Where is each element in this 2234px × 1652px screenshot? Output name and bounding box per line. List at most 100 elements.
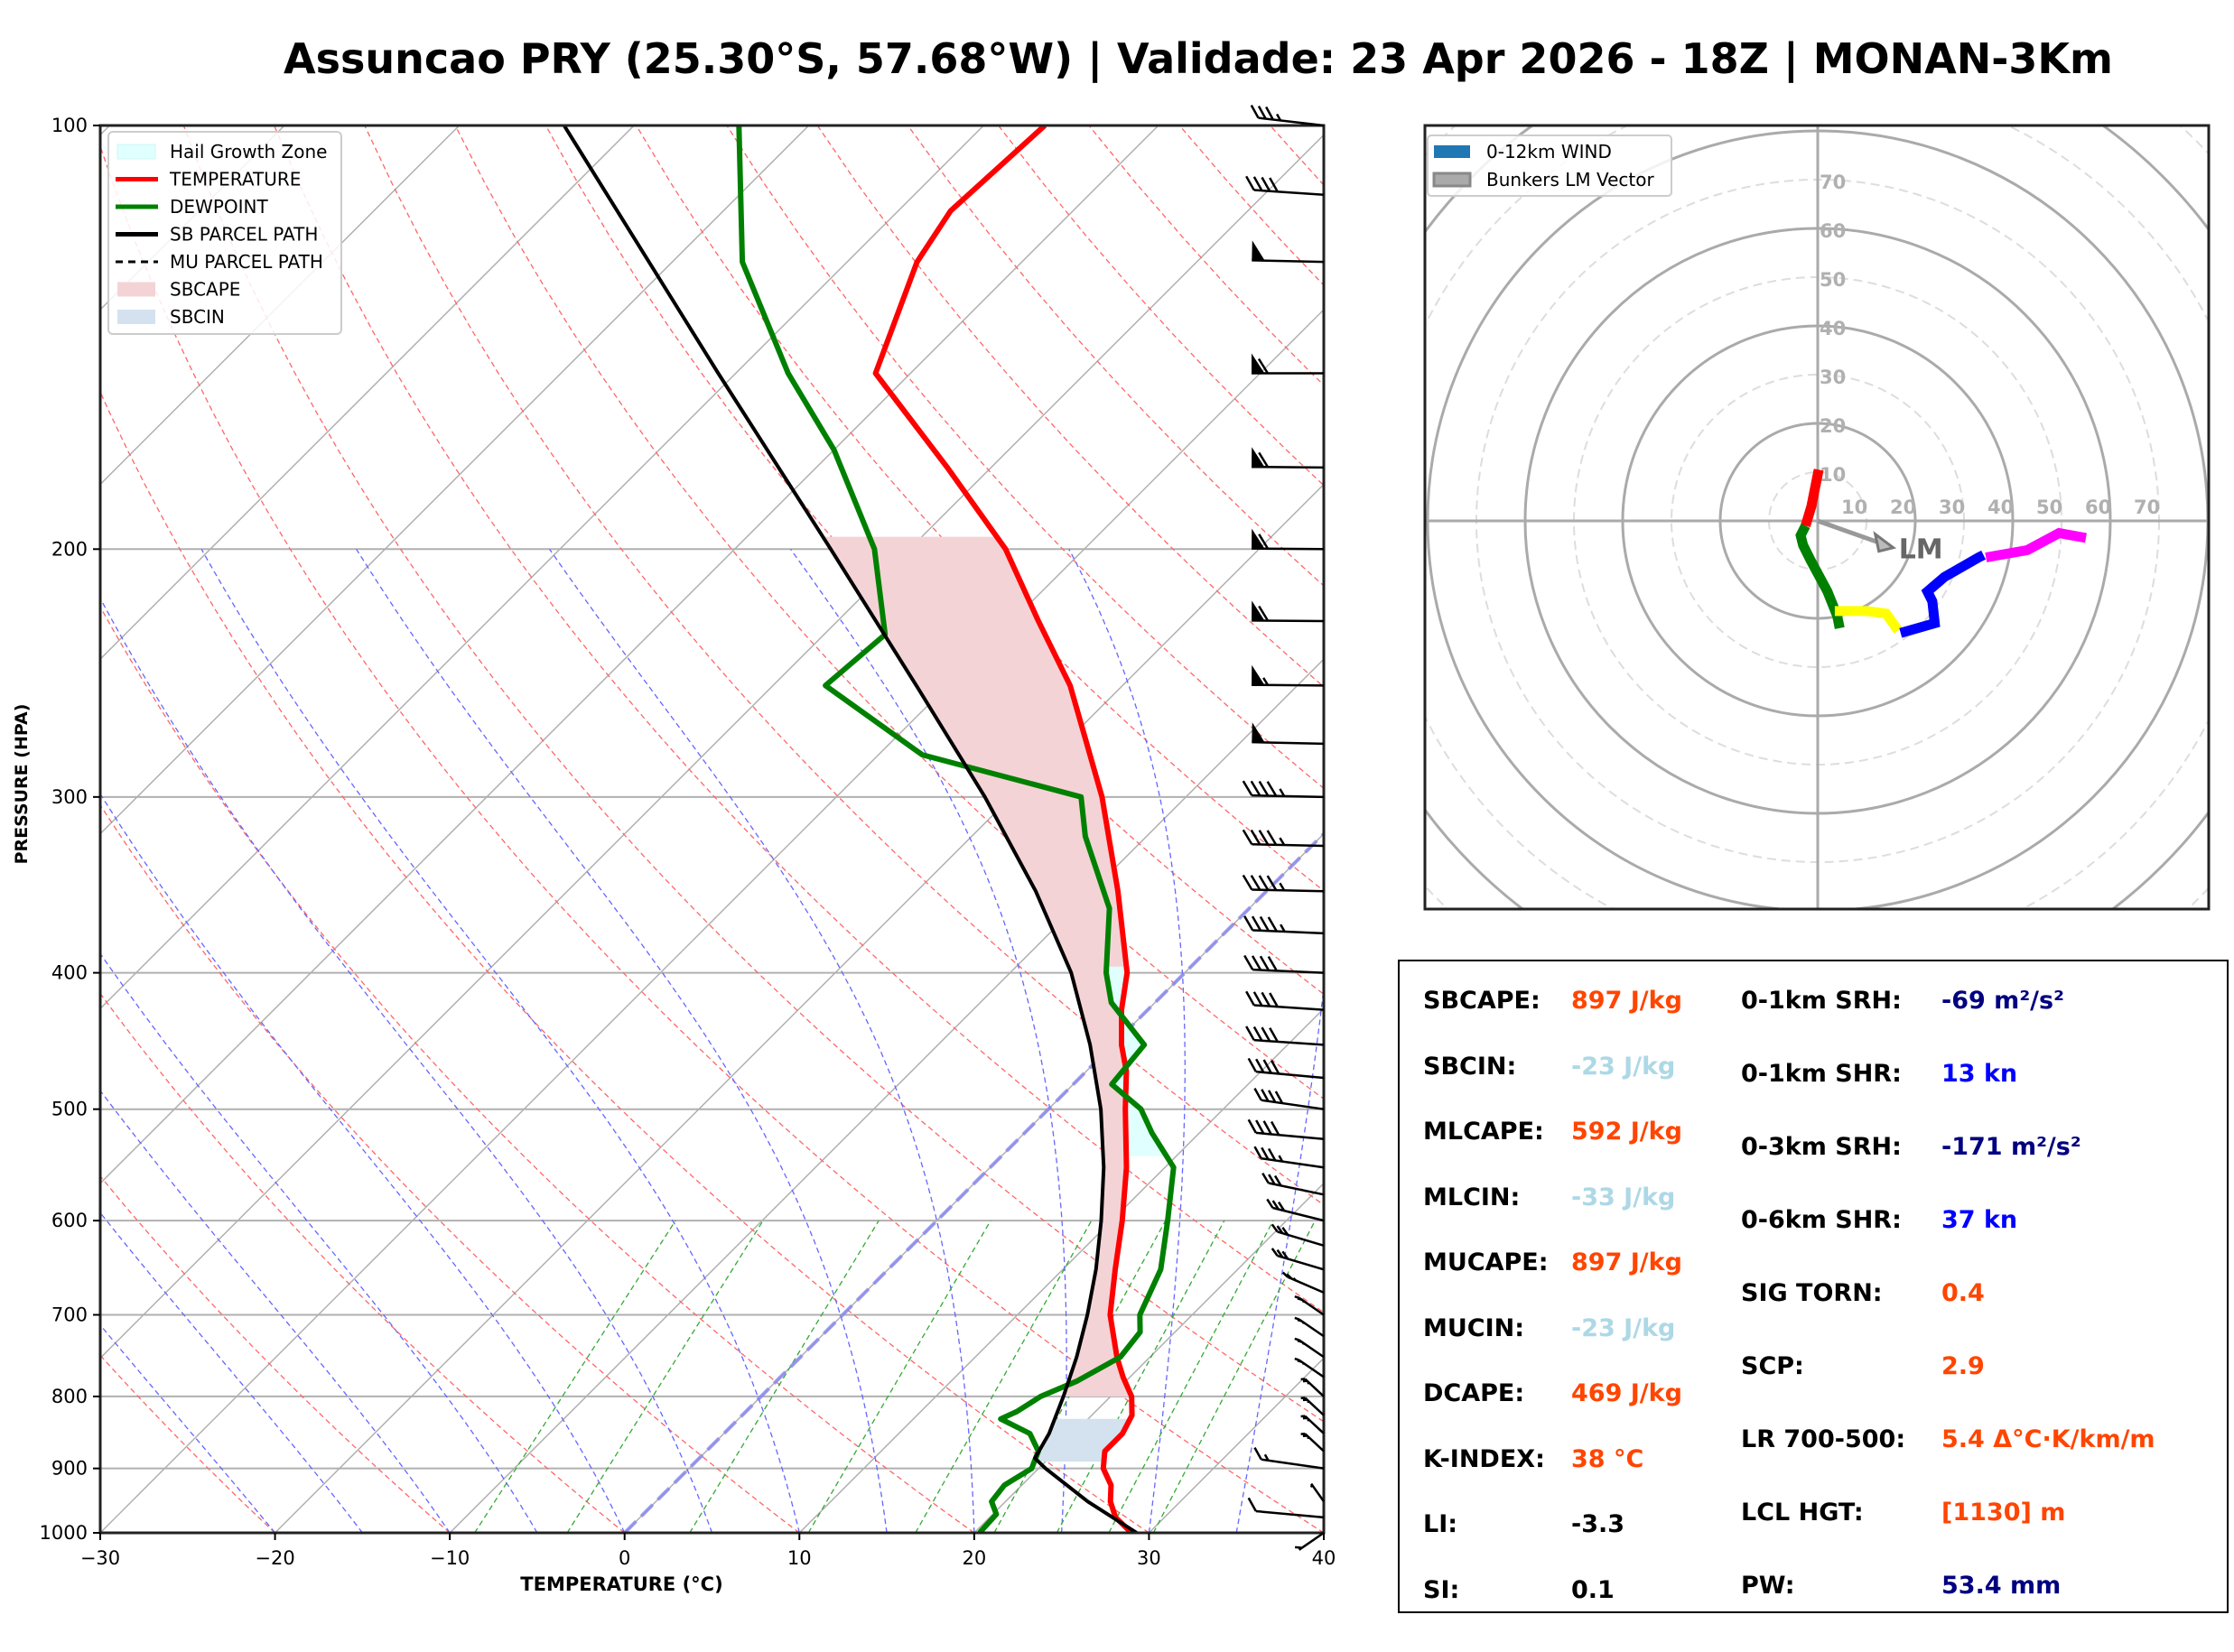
stat-label: MUCAPE:: [1423, 1248, 1549, 1276]
hodograph-ring: [1523, 227, 2112, 815]
isotherm: [275, 483, 1324, 1533]
wind-barb: [1252, 240, 1325, 264]
stat-label: 0-1km SRH:: [1741, 987, 1902, 1015]
barb-full: [1243, 915, 1254, 932]
ring-label-u: 40: [1987, 497, 2014, 518]
legend-label: TEMPERATURE: [169, 169, 301, 190]
wind-barb: [1300, 1378, 1325, 1397]
y-tick-label: 100: [51, 115, 88, 136]
stat-value: 38 °C: [1571, 1444, 1644, 1473]
x-tick-label: −10: [430, 1547, 470, 1569]
barb-full: [1255, 1119, 1265, 1135]
barb-full: [1245, 1026, 1255, 1041]
barb-full: [1261, 1146, 1270, 1160]
hodograph-frame: [1423, 124, 2211, 911]
barb-staff: [1252, 619, 1325, 623]
moist-adiabat: [100, 793, 626, 1533]
wind-barb: [1252, 528, 1325, 551]
mixing-ratio-line: [993, 1220, 1167, 1533]
barb-full: [1262, 1120, 1272, 1136]
skew-t-legend: Hail Growth Zone TEMPERATURE DEWPOINT SB PA…: [107, 131, 342, 335]
barb-full: [1266, 875, 1278, 891]
wind-barb: [1271, 1223, 1325, 1247]
barb-full: [1247, 1057, 1257, 1072]
x-tick-label: 0: [619, 1547, 630, 1569]
legend-swatch: [1434, 145, 1470, 158]
y-tick-label: 900: [51, 1458, 88, 1480]
stat-label: 0-1km SHR:: [1741, 1060, 1902, 1088]
wind-barb: [1242, 874, 1325, 893]
legend-label: Hail Growth Zone: [170, 141, 327, 162]
barb-staff: [1252, 547, 1325, 551]
wind-barb: [1243, 915, 1325, 935]
stat-value: 0.4: [1941, 1279, 1985, 1307]
y-tick-label: 200: [51, 538, 88, 560]
dry-adiabat: [1178, 125, 1324, 286]
legend-swatch: [117, 282, 155, 297]
wind-barb: [1245, 175, 1325, 196]
stat-value: -69 m²/s²: [1941, 987, 2064, 1015]
barb-full: [1258, 605, 1270, 622]
stat-value: -23 J/kg: [1571, 1052, 1676, 1081]
ring-label-u: 50: [2036, 497, 2062, 518]
barb-full: [1277, 1201, 1286, 1211]
barb-full: [1269, 992, 1279, 1007]
barb-full: [1281, 1227, 1289, 1236]
mixing-ratio-line: [1152, 1220, 1316, 1533]
barb-staff: [1255, 1070, 1325, 1080]
legend-label: SBCIN: [170, 306, 225, 328]
barb-full: [1268, 1174, 1276, 1185]
isotherm: [100, 125, 461, 486]
barb-full: [1245, 990, 1255, 1007]
mixing-ratio-line: [1108, 1220, 1274, 1533]
mixing-ratio-line: [474, 1220, 676, 1533]
stat-label: MLCAPE:: [1423, 1118, 1544, 1146]
moist-adiabat: [100, 597, 713, 1533]
wind-barb: [1242, 780, 1325, 799]
wind-barb: [1247, 1118, 1325, 1140]
legend-label: SBCAPE: [170, 279, 240, 301]
hodograph-ring: [1671, 374, 1965, 668]
wind-barb: [1300, 1433, 1325, 1452]
barb-full: [1253, 1146, 1262, 1159]
dry-adiabat: [100, 144, 1324, 1533]
barb-flag: [1252, 600, 1265, 621]
indices-panel: SBCAPE: 897 J/kg SBCIN: -23 J/kg MLCAPE: 592 …: [1398, 960, 2229, 1613]
isotherm: [973, 1182, 1324, 1533]
stat-value: 53.4 mm: [1941, 1572, 2062, 1600]
barb-staff: [1252, 259, 1325, 264]
moist-adiabat: [1323, 1530, 1324, 1533]
stat-label: SBCIN:: [1423, 1052, 1517, 1081]
legend-swatch: [1432, 172, 1472, 188]
wind-barb: [1252, 353, 1324, 375]
wind-barb: [1252, 447, 1325, 469]
barb-staff: [1258, 116, 1325, 127]
x-tick-label: 30: [1137, 1547, 1161, 1569]
barb-full: [1269, 1027, 1279, 1043]
barb-half: [1292, 1277, 1297, 1282]
barb-full: [1274, 1091, 1284, 1104]
barb-full: [1245, 175, 1255, 191]
isotherm: [100, 134, 1324, 1360]
barb-full: [1261, 1089, 1270, 1102]
barb-half: [1262, 677, 1270, 686]
wind-barb: [1253, 1447, 1325, 1470]
barb-staff: [1310, 1482, 1326, 1502]
barb-full: [1281, 1250, 1289, 1260]
stat-value: 0.1: [1571, 1575, 1615, 1604]
x-axis-label: TEMPERATURE (°C): [520, 1573, 722, 1595]
barb-full: [1258, 875, 1270, 891]
barb-full: [1259, 915, 1271, 932]
barb-full: [1266, 781, 1278, 797]
barb-full: [1258, 830, 1270, 846]
barb-staff: [1252, 888, 1325, 893]
bunkers-lm-arrow: [1817, 518, 1882, 546]
barb-full: [1266, 830, 1278, 846]
dry-adiabat: [726, 125, 1324, 790]
wind-barb: [1252, 600, 1325, 623]
isotherm: [798, 1007, 1324, 1533]
wind-barb: [1294, 1316, 1325, 1338]
barb-staff: [1261, 1099, 1325, 1110]
dry-adiabat: [545, 125, 1324, 996]
ring-label-v: 30: [1820, 367, 1846, 388]
